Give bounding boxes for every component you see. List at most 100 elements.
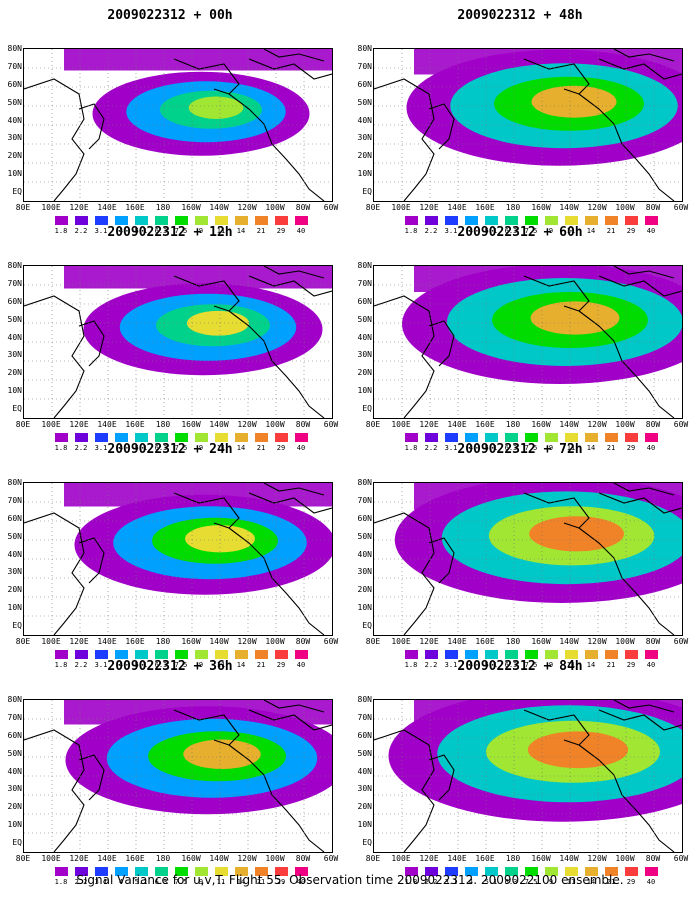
latitude-label: 50N bbox=[7, 748, 22, 758]
map-panel: 2009022312 + 72h 80N 70N 60N 50N 40N 30N 20N 10N… bbox=[350, 442, 690, 669]
longitude-label: 120W bbox=[237, 420, 257, 429]
colorbar-label: 7.5 bbox=[174, 878, 188, 886]
colorbar-swatch bbox=[255, 216, 268, 225]
latitude-label: 10N bbox=[357, 169, 372, 179]
latitude-label: 80N bbox=[7, 695, 22, 704]
colorbar-label: 40 bbox=[296, 444, 306, 452]
colorbar-swatch bbox=[195, 216, 208, 225]
latitude-label: 80N bbox=[357, 695, 372, 704]
colorbar-label: 21 bbox=[606, 444, 616, 452]
colorbar-label: 11 bbox=[216, 661, 226, 669]
colorbar-label: 5.1 bbox=[484, 227, 498, 235]
latitude-label: EQ bbox=[12, 621, 22, 631]
colorbar-swatch bbox=[195, 650, 208, 659]
longitude-label: 180 bbox=[505, 420, 521, 429]
longitude-label: 180 bbox=[155, 854, 171, 863]
longitude-label: 60W bbox=[673, 854, 689, 863]
colorbar-label: 7.5 bbox=[524, 661, 538, 669]
longitude-label: 100E bbox=[391, 854, 411, 863]
colorbar-label: 14 bbox=[236, 444, 246, 452]
colorbar-swatch bbox=[585, 867, 598, 876]
coastline bbox=[248, 58, 332, 80]
latitude-label: 30N bbox=[357, 784, 372, 794]
coastline bbox=[228, 310, 325, 418]
longitude-label: 160E bbox=[475, 637, 495, 646]
coastline bbox=[374, 295, 435, 418]
latitude-label: 20N bbox=[357, 585, 372, 595]
longitude-label: 100E bbox=[391, 637, 411, 646]
longitude-label: 140E bbox=[447, 203, 467, 212]
colorbar-label: 4 bbox=[118, 227, 124, 235]
longitude-label: 120E bbox=[419, 854, 439, 863]
longitude-label: 140W bbox=[209, 637, 229, 646]
colorbar-label: 11 bbox=[566, 227, 576, 235]
colorbar-swatch bbox=[425, 216, 438, 225]
coastline bbox=[24, 78, 85, 201]
latitude-label: 10N bbox=[357, 603, 372, 613]
longitude-label: 80E bbox=[365, 637, 381, 646]
coastline bbox=[613, 49, 675, 62]
longitude-label: 80E bbox=[365, 420, 381, 429]
longitude-label: 80W bbox=[645, 420, 661, 429]
colorbar-label: 9 bbox=[198, 444, 204, 452]
latitude-label: 30N bbox=[357, 133, 372, 143]
colorbar-swatch bbox=[585, 433, 598, 442]
coastline bbox=[598, 58, 682, 80]
latitude-label: EQ bbox=[362, 404, 372, 414]
longitude-label: 140W bbox=[209, 420, 229, 429]
longitude-label: 140W bbox=[209, 203, 229, 212]
colorbar-label: 14 bbox=[586, 661, 596, 669]
latitude-label: 20N bbox=[7, 585, 22, 595]
colorbar-swatch bbox=[505, 433, 518, 442]
latitude-label: 50N bbox=[7, 97, 22, 107]
coastline bbox=[428, 754, 455, 801]
coastline bbox=[78, 754, 105, 801]
variance-map bbox=[373, 265, 683, 419]
colorbar-swatch bbox=[175, 433, 188, 442]
colorbar-swatch bbox=[295, 216, 308, 225]
colorbar-label: 1.8 bbox=[54, 444, 68, 452]
latitude-label: 10N bbox=[7, 386, 22, 396]
longitude-label: 180 bbox=[505, 637, 521, 646]
latitude-label: EQ bbox=[12, 404, 22, 414]
variance-field bbox=[374, 483, 682, 635]
map-panel: 2009022312 + 48h 80N 70N 60N 50N 40N 30N 20N 10N… bbox=[350, 8, 690, 235]
colorbar-swatch bbox=[485, 216, 498, 225]
colorbar-label: 5.1 bbox=[134, 227, 148, 235]
colorbar-label: 11 bbox=[566, 878, 576, 886]
coastline bbox=[598, 492, 682, 514]
colorbar-swatch bbox=[565, 867, 578, 876]
longitude-label: 160E bbox=[475, 854, 495, 863]
colorbar-swatch bbox=[115, 650, 128, 659]
colorbar-label: 40 bbox=[296, 661, 306, 669]
longitude-label: 100W bbox=[615, 203, 635, 212]
colorbar-label: 11 bbox=[566, 661, 576, 669]
colorbar-label: 6.3 bbox=[504, 661, 518, 669]
longitude-label: 80W bbox=[645, 854, 661, 863]
latitude-label: 60N bbox=[7, 730, 22, 740]
longitude-label: 80W bbox=[295, 203, 311, 212]
colorbar-label: 4 bbox=[468, 878, 474, 886]
colorbar-swatch bbox=[605, 867, 618, 876]
latitude-label: 80N bbox=[7, 478, 22, 487]
colorbar-swatch bbox=[605, 216, 618, 225]
colorbar-label: 7.5 bbox=[524, 878, 538, 886]
longitude-label: 120W bbox=[587, 203, 607, 212]
colorbar-label: 5.1 bbox=[484, 661, 498, 669]
colorbar-label: 11 bbox=[216, 878, 226, 886]
colorbar-label: 14 bbox=[586, 878, 596, 886]
colorbar-label: 4 bbox=[468, 444, 474, 452]
variance-contour bbox=[527, 731, 629, 769]
latitude-label: 40N bbox=[357, 766, 372, 776]
colorbar-label: 4 bbox=[468, 227, 474, 235]
colorbar-swatch bbox=[405, 650, 418, 659]
colorbar-label: 9 bbox=[548, 444, 554, 452]
variance-map bbox=[23, 482, 333, 636]
colorbar-label: 40 bbox=[646, 878, 656, 886]
colorbar-swatch bbox=[135, 867, 148, 876]
colorbar-swatch bbox=[425, 433, 438, 442]
coastline bbox=[578, 527, 675, 635]
longitude-label: 80E bbox=[15, 420, 31, 429]
coastline bbox=[263, 700, 325, 713]
longitude-label: 140E bbox=[447, 637, 467, 646]
